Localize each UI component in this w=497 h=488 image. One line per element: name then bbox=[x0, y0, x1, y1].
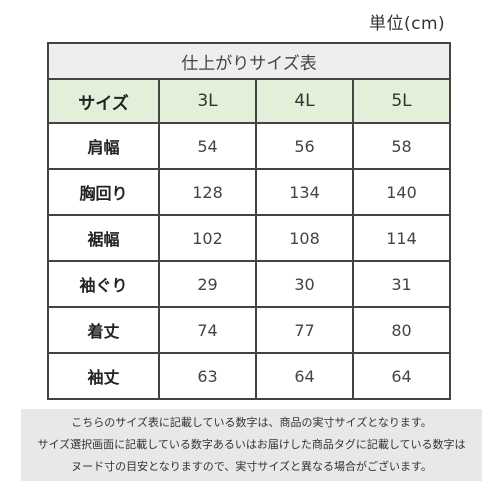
table-row: 着丈 74 77 80 bbox=[47, 306, 451, 354]
table-row: 肩幅 54 56 58 bbox=[47, 122, 451, 170]
notice-box: こちらのサイズ表に記載している数字は、商品の実寸サイズとなります。 サイズ選択画… bbox=[21, 409, 482, 481]
row-label: 着丈 bbox=[47, 306, 160, 354]
table-cell: 63 bbox=[158, 352, 257, 400]
table-cell: 114 bbox=[352, 214, 451, 262]
row-label: 肩幅 bbox=[47, 122, 160, 170]
table-cell: 80 bbox=[352, 306, 451, 354]
row-label: 胸回り bbox=[47, 168, 160, 216]
table-cell: 56 bbox=[255, 122, 354, 170]
row-label: 裾幅 bbox=[47, 214, 160, 262]
table-cell: 108 bbox=[255, 214, 354, 262]
table-row: 胸回り 128 134 140 bbox=[47, 168, 451, 216]
notice-line: サイズ選択画面に記載している数字あるいはお届けした商品タグに記載している数字は bbox=[37, 438, 466, 451]
table-cell: 134 bbox=[255, 168, 354, 216]
table-cell: 140 bbox=[352, 168, 451, 216]
table-cell: 30 bbox=[255, 260, 354, 308]
table-header-row: サイズ 3L 4L 5L bbox=[47, 78, 451, 124]
header-size: 4L bbox=[255, 78, 354, 124]
table-cell: 128 bbox=[158, 168, 257, 216]
row-label: 袖ぐり bbox=[47, 260, 160, 308]
row-label: 袖丈 bbox=[47, 352, 160, 400]
table-row: 袖丈 63 64 64 bbox=[47, 352, 451, 400]
table-cell: 102 bbox=[158, 214, 257, 262]
table-cell: 74 bbox=[158, 306, 257, 354]
table-caption-row: 仕上がりサイズ表 bbox=[47, 42, 451, 80]
table-cell: 31 bbox=[352, 260, 451, 308]
notice-line: ヌード寸の目安となりますので、実寸サイズと異なる場合がございます。 bbox=[71, 460, 432, 473]
table-cell: 64 bbox=[255, 352, 354, 400]
header-size: 3L bbox=[158, 78, 257, 124]
table-cell: 58 bbox=[352, 122, 451, 170]
table-cell: 54 bbox=[158, 122, 257, 170]
table-row: 袖ぐり 29 30 31 bbox=[47, 260, 451, 308]
table-cell: 64 bbox=[352, 352, 451, 400]
unit-label: 単位(cm) bbox=[369, 14, 446, 34]
header-size: 5L bbox=[352, 78, 451, 124]
table-caption: 仕上がりサイズ表 bbox=[47, 42, 451, 80]
size-table: 仕上がりサイズ表 サイズ 3L 4L 5L 肩幅 54 56 58 胸回り 12… bbox=[47, 42, 451, 400]
table-row: 裾幅 102 108 114 bbox=[47, 214, 451, 262]
table-cell: 77 bbox=[255, 306, 354, 354]
table-cell: 29 bbox=[158, 260, 257, 308]
notice-line: こちらのサイズ表に記載している数字は、商品の実寸サイズとなります。 bbox=[71, 416, 432, 429]
header-label: サイズ bbox=[47, 78, 160, 124]
